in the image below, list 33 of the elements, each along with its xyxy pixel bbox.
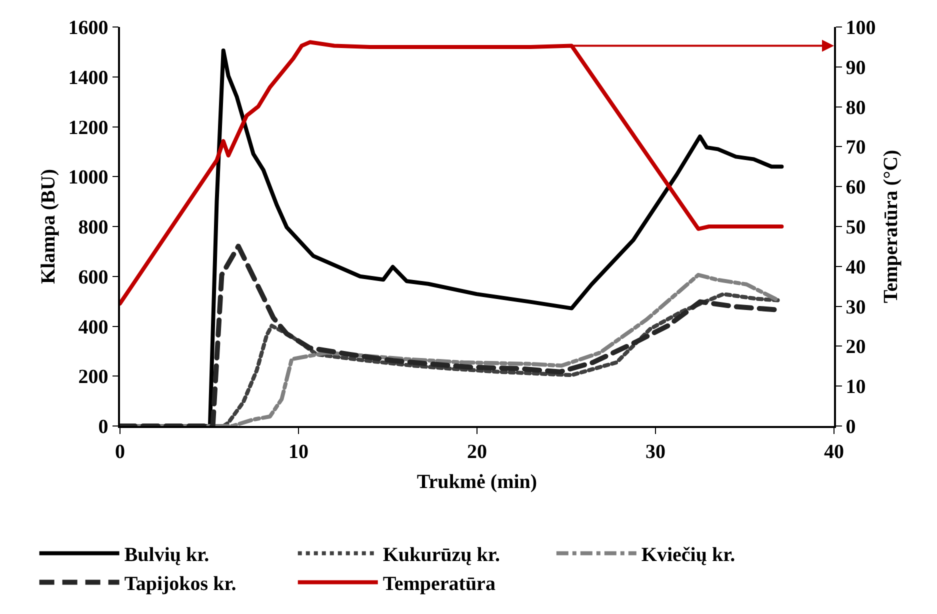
y-tick-label: 0 xyxy=(98,416,108,438)
x-tick-label: 30 xyxy=(646,440,666,463)
y-tick-label: 1200 xyxy=(68,116,108,139)
y-tick-label: 600 xyxy=(78,266,108,288)
y-tick-label: 400 xyxy=(78,316,108,338)
y2-axis-title: Temperatūra (°C) xyxy=(880,150,902,304)
legend-label: Kukurūzų kr. xyxy=(382,544,500,566)
y-tick-label: 1600 xyxy=(68,17,108,39)
x-tick-label: 20 xyxy=(467,440,487,463)
y-tick-label: 200 xyxy=(78,366,108,388)
y2-tick-label: 70 xyxy=(846,136,866,159)
y2-tick-label: 60 xyxy=(846,176,866,199)
y-tick-label: 1400 xyxy=(68,66,108,89)
y2-tick-label: 30 xyxy=(846,296,866,318)
y2-tick-label: 20 xyxy=(846,336,866,358)
legend-label: Kviečių kr. xyxy=(641,544,736,566)
y2-tick-label: 80 xyxy=(846,96,866,119)
y2-tick-label: 0 xyxy=(846,416,856,438)
legend-label: Bulvių kr. xyxy=(124,544,210,566)
x-axis-title: Trukmė (min) xyxy=(416,470,538,493)
y2-tick-label: 10 xyxy=(846,376,866,398)
legend-label: Tapijokos kr. xyxy=(124,573,236,596)
legend-label: Temperatūra xyxy=(382,573,496,596)
y2-tick-label: 90 xyxy=(846,56,866,79)
x-tick-label: 40 xyxy=(824,440,844,463)
y2-tick-label: 100 xyxy=(846,17,876,39)
y2-tick-label: 50 xyxy=(846,216,866,238)
y-axis-title: Klampa (BU) xyxy=(37,169,60,284)
y2-tick-label: 40 xyxy=(846,256,866,278)
x-tick-label: 10 xyxy=(288,440,308,463)
y-tick-label: 800 xyxy=(78,216,108,238)
x-tick-label: 0 xyxy=(115,440,125,463)
y-tick-label: 1000 xyxy=(68,166,108,189)
